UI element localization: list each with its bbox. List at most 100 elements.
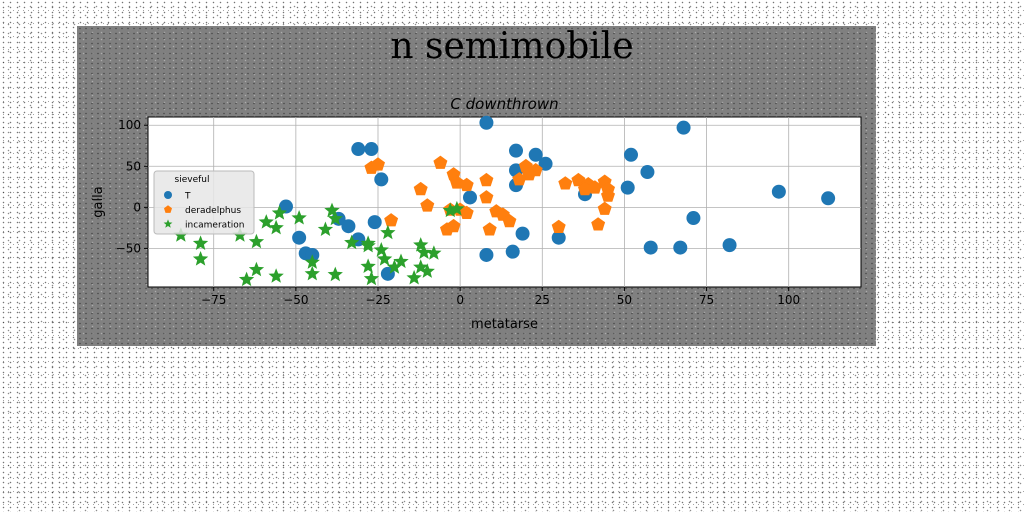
legend-box: [153, 170, 255, 235]
y-tick-label: 100: [118, 118, 141, 132]
x-axis-label: metatarse: [471, 317, 538, 332]
data-point: [433, 155, 448, 169]
data-point: [192, 251, 209, 266]
x-tick-label: −75: [201, 293, 226, 307]
data-point: [192, 235, 209, 250]
grid-lines: [148, 117, 861, 287]
data-point: [374, 172, 389, 187]
data-point: [304, 265, 320, 281]
data-point: [416, 244, 432, 259]
data-point: [449, 175, 464, 189]
x-tick-label: −50: [283, 293, 308, 307]
data-point: [393, 253, 409, 269]
y-tick-label: 50: [126, 159, 141, 173]
data-point: [268, 268, 284, 283]
data-point: [384, 213, 399, 227]
data-point: [509, 143, 523, 158]
data-point: [440, 222, 454, 236]
plot-area: [147, 116, 862, 288]
data-point: [364, 142, 379, 157]
data-point: [479, 247, 494, 262]
y-tick-label: −50: [116, 241, 141, 255]
data-point: [551, 230, 566, 245]
data-point: [360, 235, 376, 250]
data-points: [173, 115, 836, 287]
legend-marker: [164, 205, 172, 213]
data-point: [360, 258, 376, 273]
data-point: [258, 214, 274, 229]
data-point: [591, 217, 606, 231]
figure-title: n semimobile: [390, 26, 634, 67]
data-point: [479, 172, 494, 187]
data-point: [538, 156, 553, 171]
data-point: [624, 147, 638, 162]
legend-label: T: [184, 192, 191, 202]
x-tick-label: 100: [777, 293, 800, 307]
data-point: [324, 202, 340, 218]
data-point: [479, 190, 494, 204]
data-point: [515, 226, 530, 241]
data-point: [363, 270, 380, 286]
data-point: [327, 210, 343, 226]
data-point: [449, 200, 465, 216]
data-point: [558, 176, 573, 190]
data-point: [248, 261, 265, 277]
data-point: [620, 180, 635, 195]
data-point: [406, 269, 422, 285]
data-point: [291, 210, 307, 225]
legend-marker: [163, 219, 173, 228]
data-point: [373, 242, 389, 257]
data-point: [640, 165, 655, 180]
x-tick-label: 75: [699, 293, 714, 307]
data-point: [482, 222, 497, 236]
series-deradelphus: [364, 155, 615, 236]
data-point: [413, 237, 429, 252]
data-point: [459, 177, 474, 192]
axis-ticks: −75 −50 −25 0 25 50 75 100 −50 0 50 100: [116, 118, 800, 307]
data-point: [367, 215, 382, 230]
x-tick-label: 25: [535, 293, 550, 307]
data-point: [505, 244, 520, 259]
data-point: [413, 181, 428, 196]
y-axis-label: galla: [91, 186, 106, 217]
data-point: [479, 115, 494, 130]
data-point: [271, 205, 288, 220]
data-point: [238, 271, 255, 287]
legend-label: deradelphus: [185, 206, 241, 216]
data-point: [502, 213, 517, 228]
series-T: [279, 115, 836, 281]
data-point: [420, 198, 435, 212]
data-point: [821, 191, 836, 206]
data-point: [643, 240, 658, 255]
data-point: [317, 221, 334, 236]
x-tick-label: −25: [365, 293, 390, 307]
data-point: [512, 172, 527, 186]
data-point: [413, 259, 429, 274]
data-point: [371, 157, 385, 171]
data-point: [268, 219, 284, 235]
data-point: [601, 188, 615, 202]
data-point: [341, 219, 356, 234]
data-point: [426, 245, 442, 260]
data-point: [380, 224, 396, 240]
data-point: [419, 263, 435, 278]
data-point: [386, 259, 403, 274]
data-point: [248, 233, 265, 249]
legend-label: incameration: [185, 221, 244, 231]
data-point: [327, 266, 343, 282]
data-point: [771, 184, 786, 199]
data-point: [376, 251, 393, 266]
data-point: [292, 230, 307, 245]
data-point: [587, 180, 602, 194]
legend-marker: [164, 191, 172, 199]
data-point: [463, 190, 477, 205]
x-tick-label: 50: [617, 293, 632, 307]
y-tick-label: 0: [133, 200, 141, 214]
data-point: [344, 234, 360, 250]
data-point: [528, 147, 543, 162]
legend-title: sieveful: [175, 175, 210, 185]
data-point: [304, 254, 320, 269]
data-point: [459, 205, 474, 219]
